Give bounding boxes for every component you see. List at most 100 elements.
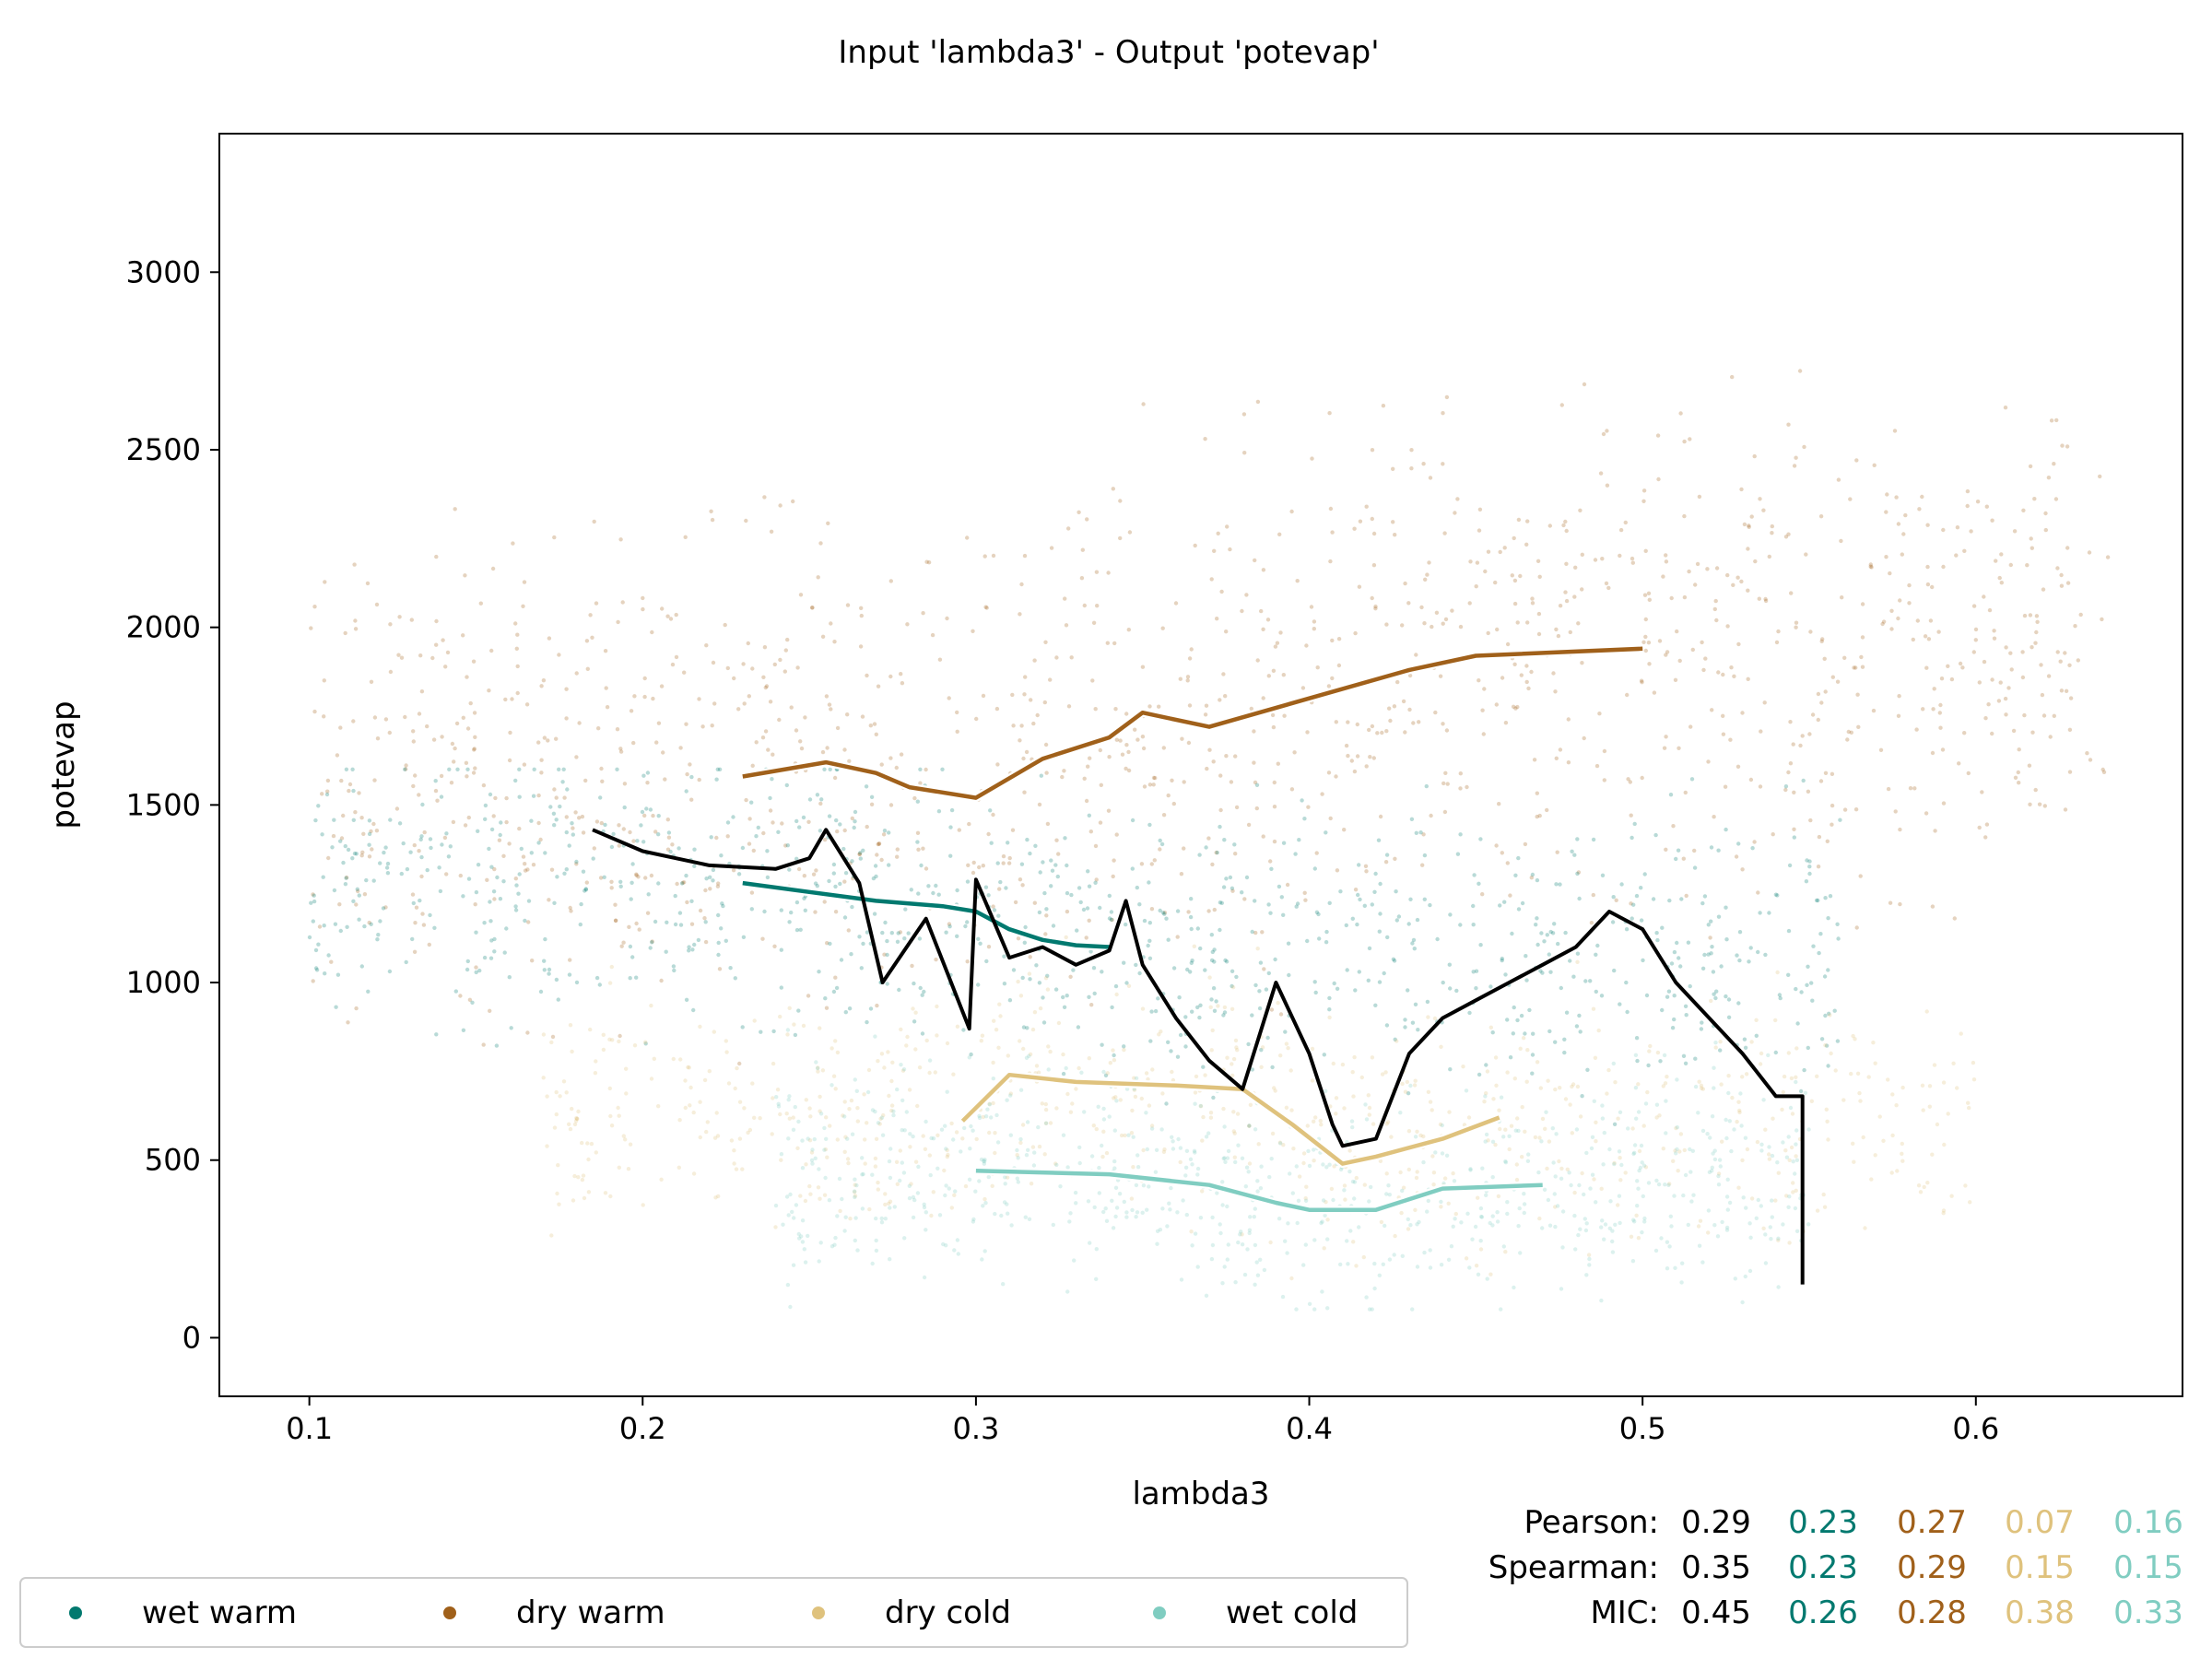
scatter-point [993,1150,997,1156]
scatter-point [1269,1157,1274,1161]
scatter-point [522,762,527,767]
scatter-point [1578,1114,1583,1119]
scatter-point [1381,1262,1386,1267]
scatter-point [737,1061,742,1066]
scatter-point [1016,979,1020,984]
scatter-point [800,1138,805,1143]
scatter-point [740,1167,745,1171]
scatter-point [1433,1150,1438,1155]
scatter-point [924,1119,928,1124]
scatter-point [568,1126,573,1132]
scatter-point [372,715,378,720]
scatter-point [1562,1037,1567,1042]
scatter-point [2009,667,2014,672]
scatter-point [1277,1217,1282,1221]
scatter-point [1821,1192,1826,1197]
scatter-point [1112,1058,1117,1063]
scatter-point [1215,1191,1219,1195]
scatter-points [307,369,2111,1312]
scatter-point [916,1164,921,1170]
scatter-point [1204,1135,1209,1139]
scatter-point [1086,1199,1091,1204]
scatter-point [683,1105,688,1111]
scatter-point [1871,708,1877,713]
scatter-point [1786,1135,1791,1139]
scatter-point [1720,1139,1724,1144]
scatter-point [869,802,875,806]
scatter-point [1428,1265,1433,1270]
scatter-point [1683,1004,1688,1009]
scatter-point [1273,644,1278,649]
scatter-point [1908,786,1913,791]
scatter-point [1146,943,1150,948]
scatter-point [2003,696,2008,701]
scatter-point [1815,1208,1820,1213]
scatter-point [1409,448,1414,453]
scatter-point [1925,1181,1930,1185]
scatter-point [561,1079,567,1084]
scatter-point [692,942,697,947]
scatter-point [1712,1148,1717,1153]
scatter-point [967,1177,972,1182]
scatter-point [1380,730,1384,735]
scatter-point [687,1065,691,1070]
scatter-point [892,1205,897,1209]
scatter-point [1727,1119,1733,1124]
scatter-point [684,997,689,1003]
scatter-point [388,818,393,822]
scatter-point [776,1104,782,1109]
scatter-point [687,945,691,949]
scatter-point [1008,1133,1014,1137]
scatter-point [909,888,913,892]
scatter-point [1781,1089,1786,1095]
scatter-point [472,747,477,752]
scatter-point [692,847,697,852]
scatter-point [417,849,421,853]
scatter-point [1952,916,1957,921]
scatter-point [1723,784,1728,789]
scatter-point [2033,641,2038,645]
scatter-point [1028,977,1032,982]
scatter-point [1267,1174,1272,1180]
scatter-point [2029,536,2033,541]
scatter-point [1893,809,1898,814]
scatter-point [871,876,877,881]
scatter-point [1006,1053,1011,1058]
scatter-point [1415,917,1420,923]
scatter-point [1064,1065,1068,1071]
scatter-point [1173,601,1179,606]
scatter-point [1640,1230,1644,1235]
scatter-point [1767,554,1772,559]
scatter-point [702,1077,708,1083]
scatter-point [933,1070,937,1075]
scatter-point [1133,727,1137,732]
scatter-point [367,842,371,847]
scatter-point [1182,780,1186,784]
scatter-point [338,928,343,934]
scatter-point [376,933,381,937]
scatter-point [1313,1115,1318,1120]
scatter-point [1293,852,1298,856]
scatter-point [1653,832,1658,838]
scatter-point [1708,1135,1712,1140]
scatter-point [1134,1076,1139,1081]
scatter-point [1351,1094,1356,1099]
scatter-point [786,1213,791,1218]
scatter-point [1231,1129,1237,1134]
scatter-point [689,797,694,802]
scatter-point [1535,559,1541,563]
scatter-point [1179,872,1184,877]
scatter-point [1016,936,1021,941]
scatter-point [943,1243,948,1248]
scatter-point [2087,550,2092,555]
scatter-point [1562,1050,1567,1055]
scatter-point [1229,780,1234,784]
scatter-point [934,957,938,962]
scatter-point [1147,1184,1151,1189]
scatter-point [1107,893,1112,899]
scatter-point [904,1043,909,1048]
scatter-point [909,1182,913,1186]
scatter-point [865,1121,869,1125]
scatter-point [1276,761,1281,766]
scatter-point [367,920,371,925]
